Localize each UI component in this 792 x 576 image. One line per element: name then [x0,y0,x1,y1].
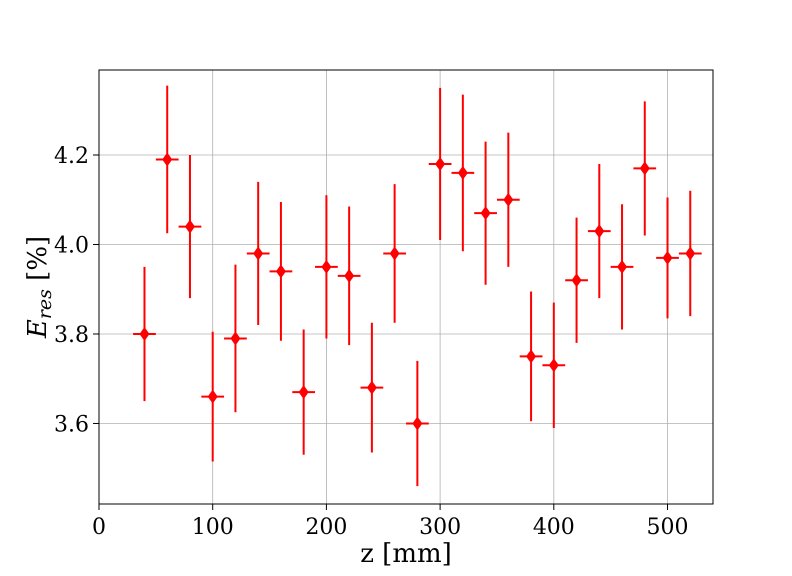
diamond-marker [275,264,286,279]
y-tick-label: 4.0 [54,233,89,258]
diamond-marker [594,224,605,239]
data-point [519,291,543,422]
y-axis-label-unit: [%] [23,236,53,289]
diamond-marker [457,165,468,180]
x-tick-label: 500 [647,515,689,540]
diamond-marker [298,385,309,400]
diamond-marker [230,331,241,346]
x-axis-ticks: 0 100 200 300 400 500 [92,504,689,540]
x-tick-label: 400 [533,515,575,540]
y-axis-ticks: 3.6 3.8 4.0 4.2 [54,144,99,437]
data-point [246,181,270,326]
diamond-marker [139,326,150,341]
data-point [406,360,429,487]
x-tick-label: 0 [92,515,106,540]
x-tick-label: 100 [192,515,234,540]
y-axis-label: Eres [%] [23,236,56,339]
data-point [292,329,316,455]
data-point [133,266,156,402]
data-point [587,163,611,299]
x-tick-label: 200 [305,515,347,540]
diamond-marker [253,246,264,261]
diamond-marker [503,192,514,207]
data-point [360,322,384,453]
diamond-marker [685,246,696,261]
diamond-marker [412,416,423,431]
y-tick-label: 3.6 [54,412,89,437]
data-point [315,195,338,339]
data-point [633,101,657,236]
data-point [496,132,520,267]
diamond-marker [366,380,377,395]
diamond-marker [162,152,173,167]
diamond-marker [389,246,400,261]
data-point [678,190,702,317]
data-point [565,217,588,343]
x-tick-label: 300 [419,515,461,540]
diamond-marker [662,250,673,265]
x-axis-label: z [mm] [360,539,452,569]
diamond-marker [571,273,582,288]
diamond-marker [526,349,537,364]
data-point [337,206,361,346]
data-point [383,184,406,323]
diamond-marker [344,268,355,283]
data-point [610,204,634,330]
diamond-marker [435,156,446,171]
data-point [224,264,247,413]
data-points [133,85,702,487]
diamond-marker [321,259,332,274]
y-tick-label: 4.2 [54,144,89,169]
data-point [155,85,179,234]
data-point [474,141,497,285]
y-tick-label: 3.8 [54,323,89,348]
data-point [269,201,293,341]
data-point [428,87,452,241]
data-point [178,155,202,299]
data-point [201,331,225,462]
diamond-marker [548,358,559,373]
diamond-marker [639,161,650,176]
data-point [656,197,679,319]
data-point [451,94,475,252]
y-axis-label-main: E [23,319,53,339]
y-axis-label-sub: res [34,289,56,319]
diamond-marker [184,219,195,234]
diamond-marker [617,259,628,274]
diamond-marker [207,389,218,404]
data-point [542,302,566,428]
diamond-marker [480,206,491,221]
plot-frame [98,69,714,505]
